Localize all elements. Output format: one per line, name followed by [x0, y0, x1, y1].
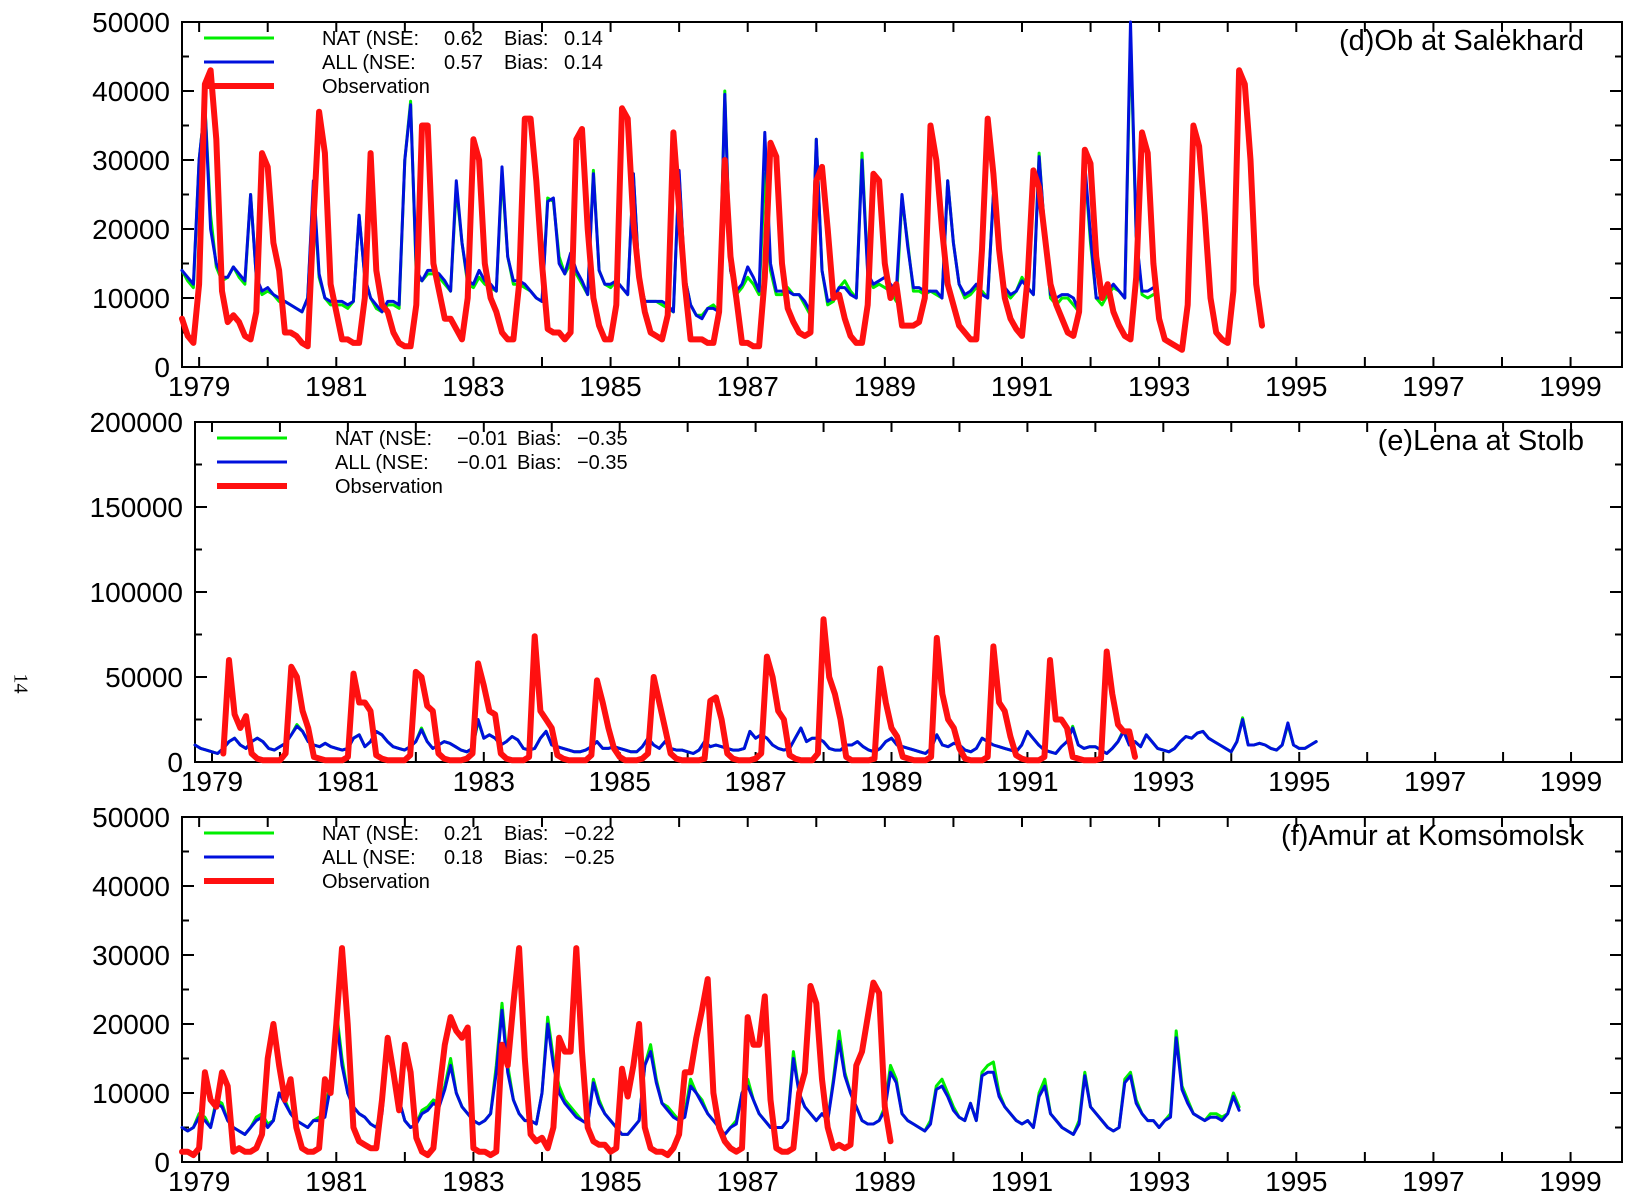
y-tick-label: 150000 — [90, 492, 183, 523]
legend-label: NAT (NSE: — [322, 823, 419, 845]
legend-bias: −0.35 — [577, 428, 628, 450]
x-tick-label: 1987 — [717, 1166, 779, 1197]
x-tick-label: 1999 — [1539, 371, 1601, 402]
legend-label: Observation — [322, 871, 430, 893]
legend-bias-label: Bias: — [517, 452, 561, 474]
series-line-observation — [179, 67, 1265, 353]
x-tick-label: 1987 — [717, 371, 779, 402]
legend-label: NAT (NSE: — [335, 428, 432, 450]
x-tick-label: 1983 — [442, 1166, 504, 1197]
legend-nse: 0.18 — [444, 847, 483, 869]
y-tick-label: 20000 — [92, 1009, 170, 1040]
legend-label: ALL (NSE: — [322, 52, 416, 74]
x-tick-label: 1997 — [1404, 766, 1466, 797]
x-tick-label: 1979 — [168, 371, 230, 402]
x-tick-label: 1997 — [1402, 371, 1464, 402]
x-tick-label: 1993 — [1128, 1166, 1190, 1197]
x-tick-label: 1983 — [453, 766, 515, 797]
y-tick-label: 20000 — [92, 214, 170, 245]
y-tick-label: 50000 — [92, 802, 170, 833]
page-number: 14 — [9, 673, 32, 694]
legend-bias-label: Bias: — [504, 28, 548, 50]
x-tick-label: 1981 — [305, 1166, 367, 1197]
legend-bias: −0.22 — [564, 823, 615, 845]
x-tick-label: 1999 — [1539, 1166, 1601, 1197]
legend-label: Observation — [322, 76, 430, 98]
x-tick-label: 1985 — [579, 1166, 641, 1197]
x-tick-label: 1981 — [305, 371, 367, 402]
x-tick-label: 1993 — [1128, 371, 1190, 402]
y-tick-label: 10000 — [92, 1078, 170, 1109]
legend-nse: −0.01 — [457, 428, 508, 450]
x-tick-label: 1985 — [579, 371, 641, 402]
y-tick-label: 40000 — [92, 871, 170, 902]
legend-bias: −0.35 — [577, 452, 628, 474]
legend-nse: 0.21 — [444, 823, 483, 845]
x-tick-label: 1997 — [1402, 1166, 1464, 1197]
x-tick-label: 1999 — [1540, 766, 1602, 797]
panel-3: 0 10000 20000 30000 40000 50000 1979 1981 1983 19… — [92, 802, 1623, 1197]
y-tick-label: 30000 — [92, 145, 170, 176]
legend-nse: −0.01 — [457, 452, 508, 474]
x-tick-label: 1987 — [724, 766, 786, 797]
x-tick-label: 1995 — [1265, 371, 1327, 402]
x-tick-label: 1979 — [168, 1166, 230, 1197]
x-tick-label: 1995 — [1268, 766, 1330, 797]
x-tick-label: 1991 — [991, 1166, 1053, 1197]
panel-title: (f)Amur at Komsomolsk — [1281, 820, 1584, 852]
legend-label: ALL (NSE: — [335, 452, 429, 474]
x-tick-label: 1991 — [996, 766, 1058, 797]
x-tick-label: 1989 — [854, 371, 916, 402]
y-tick-label: 40000 — [92, 76, 170, 107]
series-line-all — [180, 1008, 1241, 1136]
series-line-observation — [179, 945, 894, 1159]
panel-1: 0 10000 20000 30000 40000 50000 1979 1981 1983 19… — [92, 7, 1623, 402]
legend-bias: 0.14 — [564, 52, 603, 74]
series-line-all — [193, 718, 1318, 755]
legend-bias-label: Bias: — [504, 52, 548, 74]
x-tick-label: 1985 — [589, 766, 651, 797]
legend-bias-label: Bias: — [517, 428, 561, 450]
x-tick-label: 1991 — [991, 371, 1053, 402]
legend-bias: 0.14 — [564, 28, 603, 50]
y-tick-label: 10000 — [92, 283, 170, 314]
y-tick-label: 30000 — [92, 940, 170, 971]
panel-title: (d)Ob at Salekhard — [1339, 25, 1584, 57]
legend-bias-label: Bias: — [504, 823, 548, 845]
legend-nse: 0.57 — [444, 52, 483, 74]
x-tick-label: 1989 — [854, 1166, 916, 1197]
y-tick-label: 0 — [154, 1147, 170, 1178]
y-tick-label: 0 — [167, 747, 183, 778]
x-tick-label: 1981 — [317, 766, 379, 797]
series-line-observation — [220, 616, 1138, 764]
y-tick-label: 0 — [154, 352, 170, 383]
x-tick-label: 1983 — [442, 371, 504, 402]
legend-label: Observation — [335, 476, 443, 498]
x-tick-label: 1993 — [1132, 766, 1194, 797]
y-tick-label: 100000 — [90, 577, 183, 608]
legend-label: ALL (NSE: — [322, 847, 416, 869]
x-tick-label: 1995 — [1265, 1166, 1327, 1197]
x-tick-label: 1979 — [181, 766, 243, 797]
legend-label: NAT (NSE: — [322, 28, 419, 50]
y-tick-label: 200000 — [90, 407, 183, 438]
x-tick-label: 1989 — [860, 766, 922, 797]
panel-title: (e)Lena at Stolb — [1378, 425, 1584, 457]
y-tick-label: 50000 — [105, 662, 183, 693]
panel-2: 0 50000 100000 150000 200000 1979 1981 1983 1985… — [90, 407, 1623, 797]
y-tick-label: 50000 — [92, 7, 170, 38]
legend-bias-label: Bias: — [504, 847, 548, 869]
legend-bias: −0.25 — [564, 847, 615, 869]
legend-nse: 0.62 — [444, 28, 483, 50]
